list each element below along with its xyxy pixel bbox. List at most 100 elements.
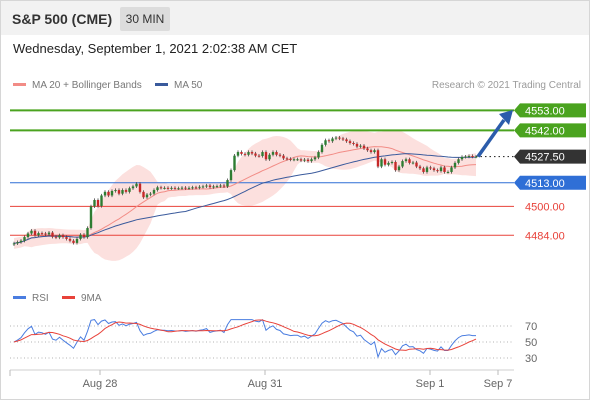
x-tick-label-2: Sep 1 bbox=[416, 378, 445, 390]
price-label-bg bbox=[514, 123, 586, 138]
candle-body bbox=[163, 187, 166, 189]
candle-body bbox=[338, 137, 341, 139]
candle-body bbox=[33, 230, 37, 236]
candle-body bbox=[135, 183, 138, 187]
candle-body bbox=[121, 190, 124, 194]
rsi-tick-label: 50 bbox=[525, 337, 537, 349]
candle-body bbox=[219, 185, 222, 187]
candle-body bbox=[124, 190, 128, 192]
candle-body bbox=[257, 155, 261, 157]
candle-body bbox=[390, 162, 394, 163]
price-label-4553-00: 4553.00 bbox=[525, 105, 565, 117]
candle-body bbox=[422, 168, 425, 172]
candle-body bbox=[320, 144, 324, 153]
candle-body bbox=[264, 152, 268, 160]
candle-body bbox=[450, 167, 453, 172]
candle-body bbox=[54, 236, 58, 238]
candle-body bbox=[93, 200, 96, 207]
candle-body bbox=[243, 153, 247, 155]
x-tick-label-1: Aug 31 bbox=[248, 378, 283, 390]
candle-body bbox=[331, 138, 334, 142]
candle-body bbox=[205, 185, 208, 187]
price-label-4484-00: 4484.00 bbox=[525, 230, 565, 242]
candle-body bbox=[215, 186, 219, 188]
candle-body bbox=[474, 156, 478, 158]
ma20-swatch bbox=[13, 82, 26, 86]
candle-body bbox=[261, 152, 264, 157]
candle-body bbox=[89, 206, 93, 229]
candle-body bbox=[16, 242, 19, 244]
legend-ma20: MA 20 + Bollinger Bands bbox=[13, 80, 142, 91]
candle-body bbox=[366, 148, 369, 151]
price-label-4513-00: 4513.00 bbox=[525, 178, 565, 190]
candle-body bbox=[75, 238, 79, 243]
ma50-swatch bbox=[155, 82, 168, 86]
candle-body bbox=[278, 154, 282, 156]
candle-body bbox=[471, 156, 474, 158]
candle-body bbox=[58, 235, 61, 238]
candle-body bbox=[173, 187, 177, 189]
candle-body bbox=[394, 162, 397, 171]
candle-body bbox=[285, 158, 289, 160]
candle-body bbox=[282, 155, 285, 159]
price-label-bg bbox=[514, 149, 586, 164]
candle-body bbox=[250, 152, 254, 154]
candle-body bbox=[110, 190, 114, 196]
candle-body bbox=[117, 190, 121, 194]
candle-body bbox=[82, 234, 86, 238]
price-label-4542-00: 4542.00 bbox=[525, 125, 565, 137]
candle-body bbox=[460, 156, 464, 160]
candle-body bbox=[464, 156, 467, 158]
candle-body bbox=[44, 233, 47, 235]
candle-body bbox=[404, 159, 408, 162]
bollinger-band bbox=[14, 129, 476, 261]
price-label-4500-00: 4500.00 bbox=[525, 201, 565, 213]
ma50-line bbox=[13, 153, 477, 244]
candle-body bbox=[156, 187, 159, 191]
candle-body bbox=[247, 152, 250, 155]
legend-9ma-label: 9MA bbox=[81, 293, 102, 304]
legend-ma20-label: MA 20 + Bollinger Bands bbox=[32, 80, 142, 91]
legend-rsi: RSI bbox=[13, 293, 49, 304]
candle-body bbox=[103, 191, 107, 196]
ma20-line bbox=[13, 146, 477, 244]
candle-body bbox=[187, 187, 191, 189]
candle-body bbox=[306, 159, 310, 162]
chart-datetime: Wednesday, September 1, 2021 2:02:38 AM … bbox=[13, 41, 298, 56]
price-label-4527-50: 4527.50 bbox=[525, 152, 565, 164]
candle-body bbox=[271, 152, 275, 155]
candle-body bbox=[453, 162, 457, 168]
candle-body bbox=[408, 159, 411, 163]
projection-arrowhead bbox=[499, 109, 513, 125]
candle-body bbox=[128, 188, 131, 192]
candle-body bbox=[446, 171, 450, 173]
x-tick-label-3: Sep 7 bbox=[484, 378, 513, 390]
x-tick-label-0: Aug 28 bbox=[83, 378, 118, 390]
rsi-line bbox=[13, 318, 476, 359]
rsi-ma9-line bbox=[13, 319, 477, 351]
rsi-tick-label: 70 bbox=[525, 321, 537, 333]
candle-body bbox=[40, 233, 44, 235]
candle-body bbox=[170, 187, 173, 189]
candle-body bbox=[138, 183, 142, 192]
candle-body bbox=[131, 186, 135, 189]
timeframe-button[interactable]: 30 MIN bbox=[120, 7, 170, 31]
candle-body bbox=[292, 159, 296, 161]
legend-ma50-label: MA 50 bbox=[174, 80, 203, 91]
candle-body bbox=[425, 167, 429, 172]
symbol-title: S&P 500 (CME) bbox=[12, 11, 113, 27]
candle-body bbox=[51, 232, 54, 237]
rsi-swatch bbox=[13, 295, 26, 299]
credit-text: Research © 2021 Trading Central bbox=[431, 80, 581, 91]
candle-body bbox=[411, 162, 415, 164]
price-label-bg bbox=[514, 103, 586, 118]
candle-body bbox=[201, 186, 205, 188]
candle-body bbox=[401, 161, 404, 167]
candle-body bbox=[222, 185, 226, 187]
candle-body bbox=[79, 234, 82, 239]
candle-body bbox=[254, 153, 257, 156]
candle-body bbox=[61, 235, 65, 238]
projection-arrow bbox=[476, 118, 506, 158]
candle-body bbox=[324, 140, 327, 145]
candle-body bbox=[415, 162, 418, 167]
